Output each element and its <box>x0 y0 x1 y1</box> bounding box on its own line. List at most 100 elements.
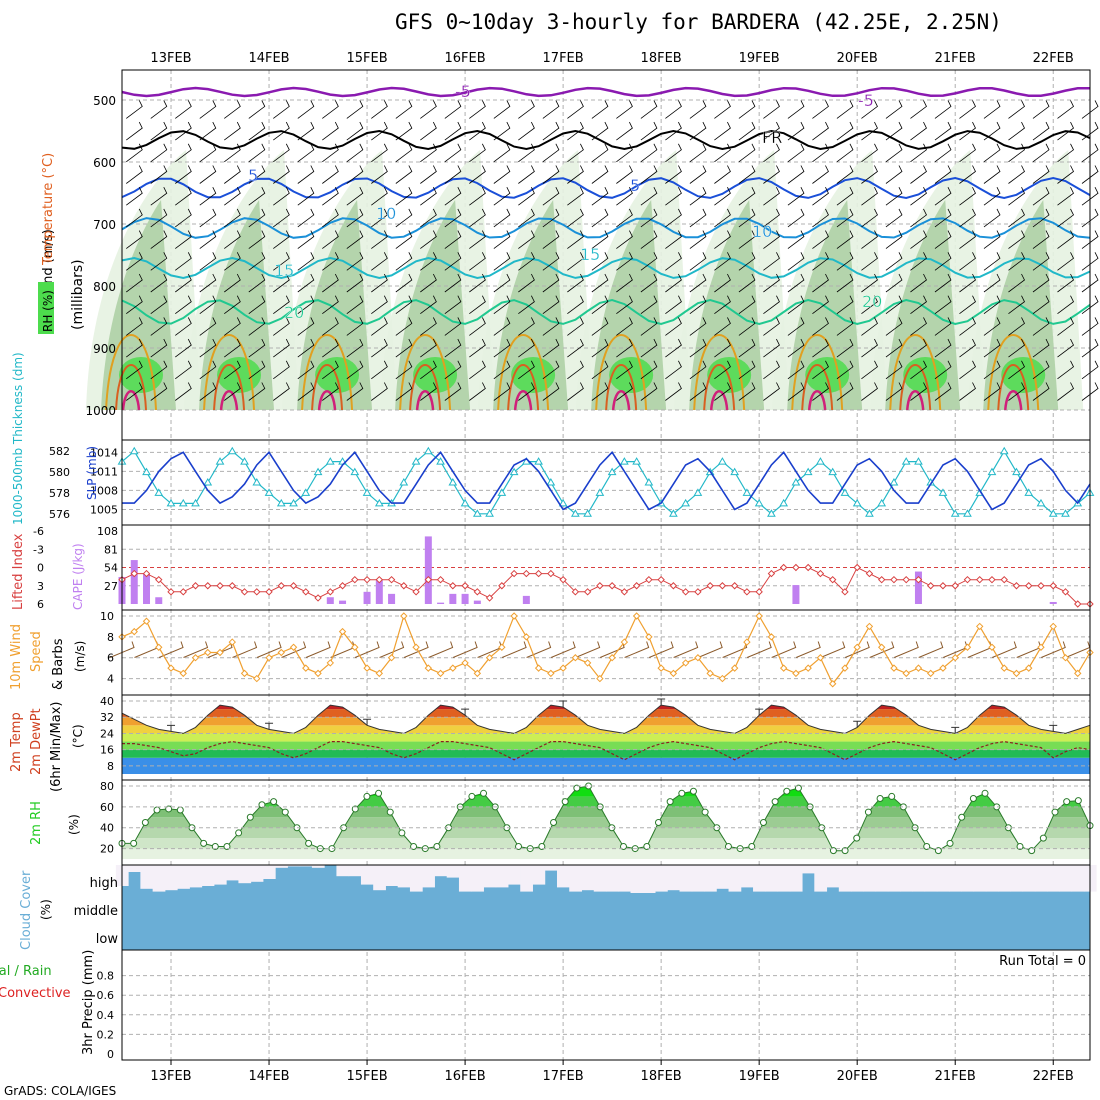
upper-wind-barb <box>1008 317 1025 336</box>
upper-wind-barb <box>1008 100 1025 119</box>
rh-marker <box>1039 834 1047 842</box>
thickness-series <box>121 450 1091 515</box>
upper-wind-barb <box>273 208 290 228</box>
upper-wind-barb <box>395 338 413 358</box>
upper-wind-barb <box>616 143 633 163</box>
upper-wind-barb <box>395 273 413 293</box>
upper-wind-barb <box>885 143 903 163</box>
thickness-marker <box>607 467 617 476</box>
upper-wind-barb <box>420 143 437 163</box>
upper-wind-barb <box>983 273 1001 293</box>
upper-wind-barb <box>1081 143 1099 163</box>
upper-wind-barb <box>1032 121 1050 141</box>
upper-wind-barb <box>640 338 658 358</box>
upper-wind-barb <box>959 317 976 336</box>
upper-wind-barb <box>444 295 462 315</box>
upper-wind-barb <box>910 208 927 228</box>
lifted-index-marker <box>240 588 249 596</box>
wind-speed-marker <box>473 669 482 678</box>
precip-tick-label: 0 <box>107 1048 114 1061</box>
upper-wind-barb <box>812 360 829 380</box>
upper-wind-barb <box>959 273 976 293</box>
upper-wind-barb <box>1008 252 1025 271</box>
date-label-top: 19FEB <box>739 51 780 66</box>
wind-speed-marker <box>828 680 837 688</box>
upper-wind-barb <box>763 273 780 293</box>
cloud-high-bar <box>740 865 754 888</box>
upper-wind-barb <box>910 121 927 141</box>
thickness-marker <box>289 498 298 507</box>
upper-wind-barb <box>469 360 486 380</box>
isotherm-arch-30 <box>311 364 344 411</box>
cloud-high-bar <box>753 865 766 892</box>
cape-tick-label: 54 <box>104 562 118 575</box>
wind-speed-marker <box>1049 622 1057 631</box>
isotherm-label: 15 <box>274 261 294 280</box>
upper-wind-barb <box>420 252 437 271</box>
cape-bar <box>1049 601 1057 604</box>
wind-speed-marker <box>424 664 433 672</box>
lifted-index-marker <box>583 588 592 596</box>
upper-wind-barb <box>983 317 1001 336</box>
upper-wind-barb <box>567 252 584 271</box>
wind-tick-label: 4 <box>107 673 114 686</box>
upper-wind-barb <box>1008 273 1025 293</box>
upper-wind-barb <box>518 273 535 293</box>
isotherm-arch-30 <box>115 364 148 411</box>
upper-wind-barb <box>934 230 952 249</box>
thickness-marker <box>852 498 862 507</box>
upper-wind-barb <box>1032 143 1050 163</box>
upper-wind-barb <box>714 165 731 184</box>
lifted-index-marker <box>498 582 506 590</box>
upper-wind-barb <box>836 208 854 228</box>
temperature-whisker <box>1049 724 1058 732</box>
wind-speed-marker <box>841 664 849 672</box>
date-label-bottom: 22FEB <box>1033 1069 1074 1084</box>
cloud-high-bar <box>128 865 141 872</box>
upper-wind-barb <box>1057 208 1074 228</box>
temp-ylabel-3: (6hr Min/Max) <box>49 702 64 792</box>
wind-speed-marker <box>1012 669 1021 678</box>
cloud-high-bar <box>961 865 975 892</box>
wind-speed-marker <box>877 643 886 651</box>
upper-wind-barb <box>1081 295 1099 315</box>
cloud-high-bar <box>250 865 264 882</box>
cloud-high-bar <box>422 865 435 888</box>
isotherm-arch-30 <box>703 364 736 411</box>
rh-marker <box>165 805 173 813</box>
upper-wind-barb <box>1081 360 1099 380</box>
upper-wind-barb <box>787 165 805 184</box>
isotherm-line <box>121 86 1090 98</box>
thickness-marker <box>252 478 262 486</box>
rh-marker <box>969 795 977 803</box>
upper-wind-barb <box>224 143 241 163</box>
slp-tick-label: 1005 <box>90 503 118 516</box>
thickness-marker <box>816 457 825 465</box>
upper-wind-barb <box>787 382 805 401</box>
upper-wind-barb <box>591 230 609 249</box>
cloud-high-bar <box>606 865 619 892</box>
isotherm-arch-35 <box>317 390 337 411</box>
thickness-marker <box>914 457 923 465</box>
lifted-index-marker <box>130 569 138 578</box>
upper-wind-barb <box>738 252 756 271</box>
upper-wind-barb <box>640 273 658 293</box>
temperature-whisker <box>657 698 666 706</box>
thickness-marker <box>472 509 482 517</box>
wind-speed-marker <box>216 648 224 657</box>
temperature-whisker <box>167 724 176 732</box>
upper-wind-barb <box>248 382 266 401</box>
upper-wind-barb <box>591 338 609 358</box>
lifted-index-marker <box>436 575 445 584</box>
isotherm-label: 10 <box>376 204 396 223</box>
cloud-high-bar <box>507 865 521 885</box>
thickness-marker <box>313 467 323 476</box>
upper-wind-barb <box>567 121 584 141</box>
upper-wind-barb <box>910 143 927 163</box>
upper-wind-barb <box>199 187 217 206</box>
upper-wind-barb <box>812 317 829 336</box>
upper-wind-barb <box>150 165 168 184</box>
surface-wind-barb <box>746 641 772 658</box>
temp-tick-label: 24 <box>100 727 114 740</box>
upper-wind-barb <box>518 382 535 401</box>
